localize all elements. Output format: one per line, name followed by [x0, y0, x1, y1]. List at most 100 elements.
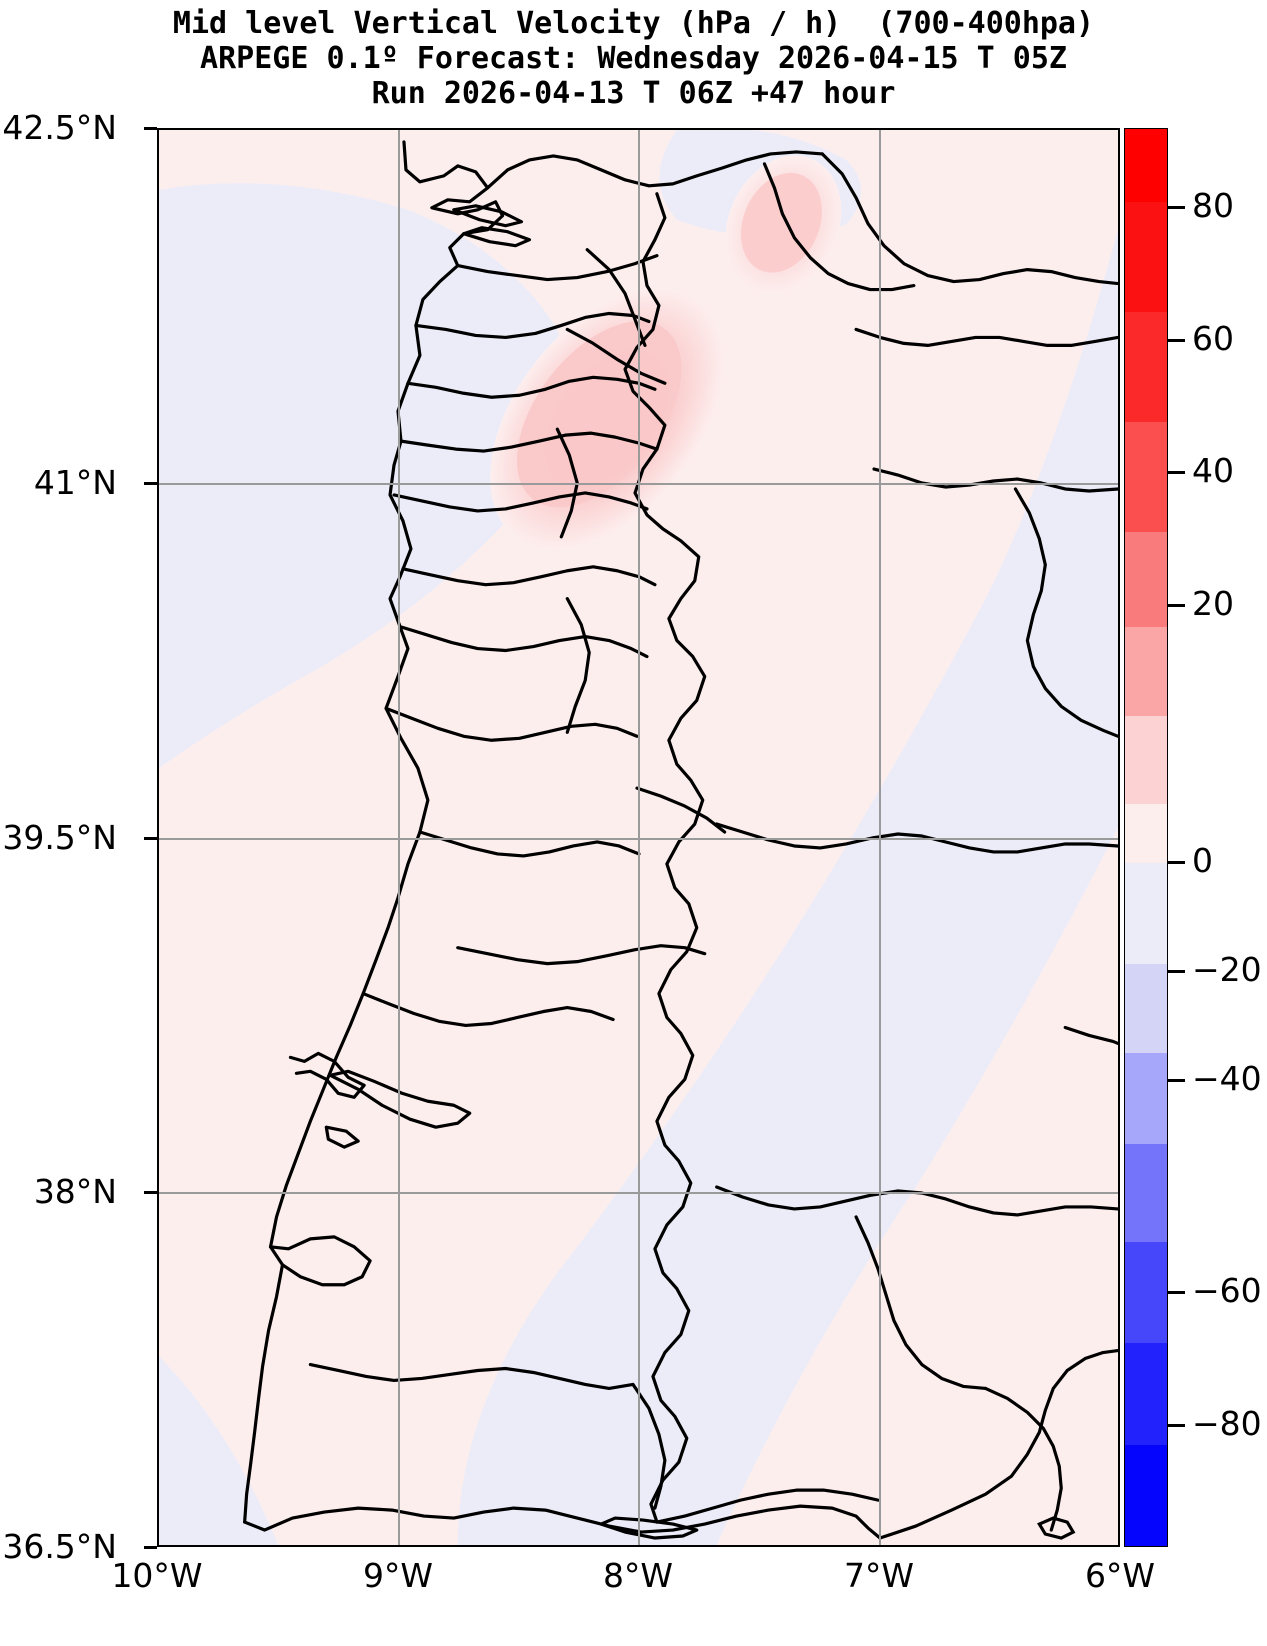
field-positive-band-se [716, 688, 1118, 1545]
title-line-3: Run 2026-04-13 T 06Z +47 hour [371, 76, 896, 111]
boundary-leiria-santarem [398, 625, 649, 659]
boundary-braga-porto [414, 311, 651, 340]
gridline-lat-41n [159, 483, 1118, 485]
colorbar-tick-neg40 [1168, 1079, 1185, 1082]
boundary-douro-inland [565, 327, 667, 385]
colorbar-band-6 [1125, 715, 1167, 805]
coastline-southwest-portugal [243, 1263, 285, 1524]
colorbar-band-2 [1125, 311, 1167, 422]
coastline-setubal-peninsula [268, 1235, 372, 1287]
colorbar-band-0 [1125, 129, 1167, 202]
boundary-beja-algarve [308, 1362, 635, 1391]
title-line-1: Mid level Vertical Velocity (hPa / h) (7… [172, 6, 1095, 41]
ytick-label-3: 38°N [33, 1172, 117, 1211]
gridline-lon-8w [638, 130, 640, 1545]
colorbar-label-20: 20 [1192, 584, 1234, 623]
boundary-ourense-zamora [762, 162, 916, 292]
ytick-label-0: 42.5°N [2, 108, 117, 147]
boundary-caceres-badajoz [715, 822, 1118, 854]
ytick-mark-2 [144, 837, 157, 840]
boundary-santarem-lisboa [384, 706, 639, 742]
border-portugal-spain [623, 192, 707, 1524]
boundary-viana-braga [456, 254, 659, 282]
boundary-huelva-south [983, 1386, 1063, 1532]
boundary-castelobranco [565, 597, 591, 734]
gridline-lon-9w [398, 130, 400, 1545]
colorbar-band-14 [1125, 1445, 1167, 1547]
coastline-galicia [486, 150, 824, 190]
boundary-galicia-castilla [820, 152, 1118, 286]
colorbar-label-neg60: −60 [1192, 1271, 1262, 1310]
boundary-badajoz-cordoba [1063, 1025, 1118, 1046]
boundary-portalegre-evora [635, 786, 727, 834]
boundary-algarve-east [631, 1382, 667, 1510]
xtick-label-0: 10°W [111, 1556, 203, 1595]
boundary-salamanca-caceres [872, 467, 1118, 493]
boundary-evora-north [456, 944, 707, 966]
coastline-small-bay [1037, 1516, 1076, 1540]
colorbar-label-0: 0 [1192, 841, 1213, 880]
title-line-2: ARPEGE 0.1º Forecast: Wednesday 2026-04-… [200, 41, 1067, 76]
figure-title-block: Mid level Vertical Velocity (hPa / h) (7… [0, 6, 1267, 111]
coastline-tagus-estuary [288, 1051, 366, 1099]
map-plot-area[interactable] [157, 128, 1120, 1547]
colorbar-label-neg80: −80 [1192, 1404, 1262, 1443]
ytick-label-2: 39.5°N [2, 818, 117, 857]
xtick-label-1: 9°W [362, 1556, 434, 1595]
boundary-sevilla-huelva [854, 1215, 988, 1391]
colorbar-tick-neg60 [1168, 1291, 1185, 1294]
ria-vigo [452, 204, 524, 228]
map-geography [243, 140, 1118, 1540]
boundary-coimbra-viseu [392, 491, 649, 513]
ytick-mark-4 [144, 1546, 157, 1549]
colorbar-band-5 [1125, 627, 1167, 716]
gridline-lat-38n [159, 1192, 1118, 1194]
boundary-coimbra-leiria [401, 565, 657, 587]
ytick-mark-3 [144, 1191, 157, 1194]
colorbar-label-60: 60 [1192, 319, 1234, 358]
colorbar-label-neg20: −20 [1192, 950, 1262, 989]
colorbar-tick-40 [1168, 471, 1185, 474]
coastline-ria-formosa [599, 1516, 699, 1540]
colorbar-label-neg40: −40 [1192, 1059, 1262, 1098]
field-negative-lobe-nw [159, 183, 567, 769]
colorbar-tick-80 [1168, 206, 1185, 209]
colorbar-band-13 [1125, 1342, 1167, 1446]
boundary-aveiro-viseu [399, 431, 659, 453]
boundary-setubal-beja [361, 991, 615, 1028]
gridline-lat-395n [159, 838, 1118, 840]
colorbar-band-12 [1125, 1241, 1167, 1343]
xtick-label-3: 7°W [843, 1556, 915, 1595]
colorbar[interactable] [1124, 128, 1168, 1547]
ytick-label-4: 36.5°N [2, 1527, 117, 1566]
colorbar-band-7 [1125, 804, 1167, 864]
ytick-mark-0 [144, 127, 157, 130]
coastline-portugal [268, 140, 505, 1249]
boundary-porto-aveiro [406, 375, 657, 399]
colorbar-band-10 [1125, 1052, 1167, 1144]
coastline-algarve [243, 1504, 882, 1540]
colorbar-tick-60 [1168, 339, 1185, 342]
coastline-cadiz [878, 1348, 1118, 1540]
xtick-label-2: 8°W [602, 1556, 674, 1595]
field-negative-sliver-sw [159, 1356, 279, 1545]
coastline-setubal-lagoon [324, 1125, 360, 1149]
colorbar-band-1 [1125, 201, 1167, 312]
boundary-lisboa-setubal [418, 830, 641, 858]
boundary-caceres-east [1013, 487, 1118, 738]
ytick-mark-1 [144, 482, 157, 485]
boundary-zamora-salamanca [854, 327, 1118, 347]
colorbar-band-4 [1125, 532, 1167, 628]
colorbar-tick-neg80 [1168, 1424, 1185, 1427]
colorbar-band-9 [1125, 963, 1167, 1053]
field-positive-core-douro-inner [516, 321, 682, 508]
xtick-label-4: 6°W [1084, 1556, 1156, 1595]
colorbar-tick-20 [1168, 604, 1185, 607]
boundary-faro-huelva [655, 1488, 880, 1524]
colorbar-band-8 [1125, 863, 1167, 964]
colorbar-band-11 [1125, 1143, 1167, 1242]
ytick-label-1: 41°N [33, 463, 117, 502]
colorbar-label-80: 80 [1192, 186, 1234, 225]
colorbar-band-3 [1125, 421, 1167, 532]
ria-arousa [462, 226, 532, 248]
